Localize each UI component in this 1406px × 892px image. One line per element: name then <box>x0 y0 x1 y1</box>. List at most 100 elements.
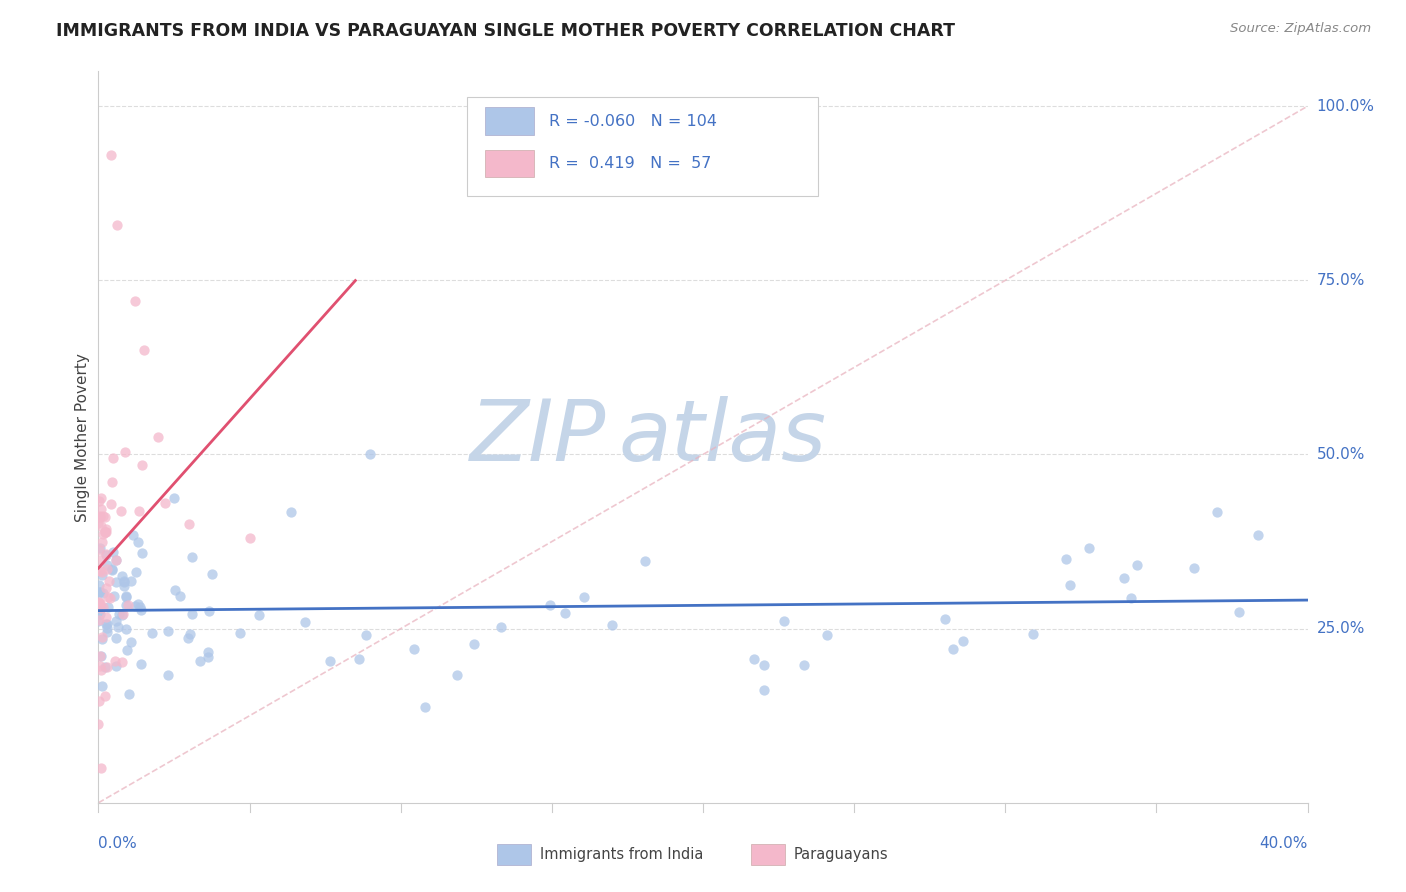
Point <box>1119 591 1142 606</box>
Point <box>198 604 221 618</box>
Point <box>104 655 127 669</box>
Point <box>89 596 111 610</box>
Point <box>131 546 153 560</box>
Point <box>87 599 110 614</box>
Point <box>115 590 138 604</box>
Point <box>111 569 134 583</box>
Text: R = -0.060   N = 104: R = -0.060 N = 104 <box>550 113 717 128</box>
Point <box>98 591 121 605</box>
Point <box>105 553 128 567</box>
Point <box>413 700 436 714</box>
Point <box>96 524 118 539</box>
Point <box>129 600 152 615</box>
Point <box>100 148 122 162</box>
Point <box>94 689 117 703</box>
Point <box>634 554 657 568</box>
FancyBboxPatch shape <box>498 845 531 865</box>
Point <box>96 558 118 573</box>
Point <box>112 574 135 588</box>
Point <box>89 658 111 673</box>
Point <box>90 601 112 615</box>
Point <box>87 578 110 592</box>
Point <box>89 604 111 618</box>
Point <box>96 621 118 635</box>
Point <box>103 450 125 465</box>
Point <box>110 504 132 518</box>
Point <box>101 562 124 576</box>
Point <box>107 620 129 634</box>
Point <box>201 566 224 581</box>
Point <box>181 549 204 564</box>
Point <box>1227 605 1250 619</box>
Point <box>131 458 153 472</box>
Point <box>354 628 377 642</box>
Point <box>157 624 180 638</box>
Point <box>96 581 118 595</box>
Point <box>96 617 118 632</box>
Point <box>94 616 117 631</box>
Point <box>89 553 111 567</box>
Point <box>114 589 136 603</box>
Point <box>94 549 117 563</box>
Point <box>87 543 110 558</box>
Point <box>129 657 152 671</box>
Point <box>87 717 110 731</box>
Point <box>90 663 112 677</box>
Point <box>572 590 595 604</box>
Point <box>817 628 839 642</box>
Point <box>90 648 112 663</box>
FancyBboxPatch shape <box>467 97 818 195</box>
Y-axis label: Single Mother Poverty: Single Mother Poverty <box>75 352 90 522</box>
Point <box>129 602 152 616</box>
Point <box>1246 528 1268 542</box>
Point <box>105 614 128 628</box>
Point <box>179 517 201 532</box>
Point <box>96 625 118 640</box>
Point <box>602 618 624 632</box>
Point <box>100 563 122 577</box>
Point <box>180 607 202 622</box>
Point <box>97 574 120 589</box>
Text: 25.0%: 25.0% <box>1316 621 1365 636</box>
Point <box>87 516 110 531</box>
Point <box>91 508 114 523</box>
Text: ZIP: ZIP <box>470 395 606 479</box>
Point <box>104 659 127 673</box>
Point <box>89 613 111 627</box>
Point <box>105 218 128 232</box>
Point <box>89 585 111 599</box>
Point <box>942 641 965 656</box>
Point <box>197 650 219 665</box>
Point <box>280 505 302 519</box>
Point <box>112 607 135 621</box>
Point <box>112 579 135 593</box>
Point <box>111 608 134 623</box>
Point <box>89 510 111 524</box>
Text: 75.0%: 75.0% <box>1316 273 1365 288</box>
Text: 0.0%: 0.0% <box>98 836 138 851</box>
Point <box>87 595 110 609</box>
Text: R =  0.419   N =  57: R = 0.419 N = 57 <box>550 156 711 171</box>
Point <box>347 652 370 666</box>
Point <box>90 501 112 516</box>
Point <box>125 565 148 579</box>
Point <box>156 668 179 682</box>
Point <box>294 615 316 629</box>
Point <box>93 524 115 539</box>
Text: 100.0%: 100.0% <box>1316 99 1375 113</box>
Point <box>360 448 382 462</box>
Point <box>1077 541 1099 556</box>
Point <box>118 687 141 701</box>
Point <box>121 528 143 542</box>
Point <box>104 631 127 645</box>
Point <box>97 600 120 615</box>
Point <box>91 565 114 579</box>
Point <box>100 497 122 511</box>
Point <box>87 614 110 628</box>
Text: IMMIGRANTS FROM INDIA VS PARAGUAYAN SINGLE MOTHER POVERTY CORRELATION CHART: IMMIGRANTS FROM INDIA VS PARAGUAYAN SING… <box>56 22 955 40</box>
Point <box>319 654 342 668</box>
Point <box>752 658 775 673</box>
Point <box>127 534 149 549</box>
Point <box>446 668 468 682</box>
Text: 40.0%: 40.0% <box>1260 836 1308 851</box>
